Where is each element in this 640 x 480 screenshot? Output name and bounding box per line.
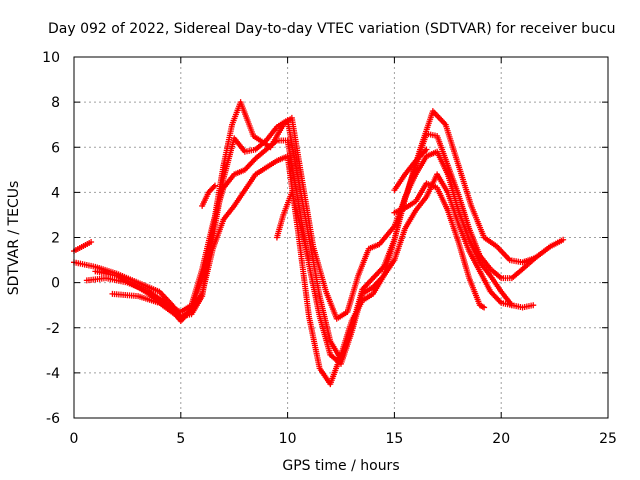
data-point-markers (391, 180, 488, 311)
data-point-markers (391, 146, 430, 194)
x-tick-labels: 0 5 10 15 20 25 (70, 431, 617, 447)
x-tick-label: 10 (279, 431, 297, 447)
series-track-5 (109, 153, 537, 388)
series-track-8 (391, 146, 430, 194)
series-track-6 (199, 182, 218, 209)
y-tick-label: 6 (51, 140, 60, 156)
y-tick-label: -6 (46, 411, 60, 427)
y-tick-label: 10 (42, 50, 60, 66)
data-point-markers (273, 189, 312, 264)
x-tick-label: 0 (70, 431, 79, 447)
grid (74, 57, 608, 418)
y-tick-label: 0 (51, 276, 60, 292)
data-point-markers (109, 153, 537, 388)
data-marks (71, 99, 567, 388)
x-tick-label: 25 (599, 431, 617, 447)
y-tick-labels: -6 -4 -2 0 2 4 6 8 10 (42, 50, 60, 427)
plot-frame (73, 56, 609, 419)
y-tick-label: -4 (46, 366, 60, 382)
y-tick-label: 8 (51, 95, 60, 111)
y-tick-label: -2 (46, 321, 60, 337)
x-tick-label: 20 (492, 431, 510, 447)
x-axis-label: GPS time / hours (282, 458, 399, 474)
y-tick-label: 4 (51, 185, 60, 201)
y-tick-label: 2 (51, 231, 60, 247)
y-axis-label: SDTVAR / TECUs (6, 181, 22, 296)
series-track-9 (391, 180, 488, 311)
x-tick-label: 15 (385, 431, 403, 447)
series-track-7 (273, 189, 312, 264)
x-tick-label: 5 (176, 431, 185, 447)
data-point-markers (199, 182, 218, 209)
chart-title: Day 092 of 2022, Sidereal Day-to-day VTE… (48, 21, 616, 37)
